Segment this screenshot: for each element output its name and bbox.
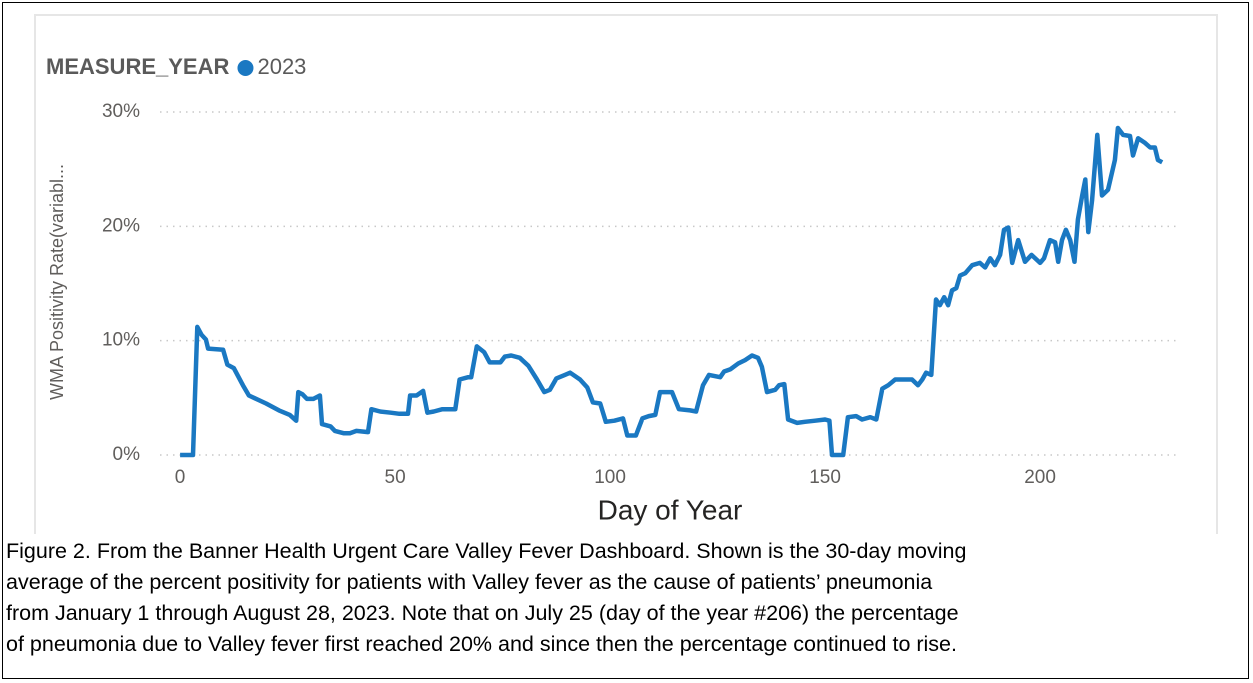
x-tick-label: 100 xyxy=(594,467,626,488)
y-tick-label: 0% xyxy=(113,444,141,465)
caption: Figure 2. From the Banner Health Urgent … xyxy=(6,536,1246,660)
x-tick-label: 0 xyxy=(175,467,186,488)
y-tick-label: 30% xyxy=(102,101,140,122)
legend-label: 2023 xyxy=(257,54,306,79)
x-tick-label: 50 xyxy=(385,467,406,488)
chart: MEASURE_YEAR Day of Year WMA Positivity … xyxy=(46,54,1178,525)
y-tick-label: 20% xyxy=(102,215,140,236)
legend-title: MEASURE_YEAR xyxy=(46,54,229,79)
legend-marker xyxy=(237,60,254,76)
chart-panel xyxy=(34,14,1218,534)
data-line xyxy=(180,125,1164,458)
y-axis-label: WMA Positivity Rate(variabl... xyxy=(47,164,67,400)
caption-line: from January 1 through August 28, 2023. … xyxy=(6,601,959,625)
caption-line: Figure 2. From the Banner Health Urgent … xyxy=(6,539,967,563)
caption-line: average of the percent positivity for pa… xyxy=(6,570,933,594)
y-tick-label: 10% xyxy=(102,330,140,351)
x-tick-label: 200 xyxy=(1024,467,1056,488)
x-axis-label: Day of Year xyxy=(598,494,743,525)
x-tick-label: 150 xyxy=(809,467,841,488)
caption-line: of pneumonia due to Valley fever first r… xyxy=(6,632,957,656)
